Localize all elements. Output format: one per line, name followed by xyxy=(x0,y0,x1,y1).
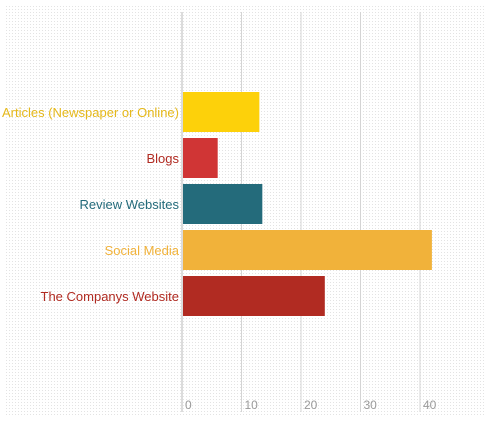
bar-3 xyxy=(183,230,432,270)
bar-4 xyxy=(183,276,325,316)
x-tick-label-10: 10 xyxy=(245,398,259,412)
x-tick-labels: 0 10 20 30 40 xyxy=(185,398,437,412)
bar-2 xyxy=(183,184,263,224)
x-tick-label-20: 20 xyxy=(304,398,318,412)
bar-0 xyxy=(183,92,260,132)
category-labels: Articles (Newspaper or Online) Blogs Revie… xyxy=(2,105,180,304)
x-tick-label-40: 40 xyxy=(423,398,437,412)
bar-1 xyxy=(183,138,218,178)
category-label-4: The Companys Website xyxy=(41,289,180,304)
category-label-2: Review Websites xyxy=(80,197,180,212)
gridlines xyxy=(241,12,421,412)
category-label-0: Articles (Newspaper or Online) xyxy=(2,105,179,120)
bars xyxy=(183,92,432,316)
x-tick-label-0: 0 xyxy=(185,398,192,412)
category-label-1: Blogs xyxy=(146,151,179,166)
category-label-3: Social Media xyxy=(105,243,180,258)
x-tick-label-30: 30 xyxy=(364,398,378,412)
